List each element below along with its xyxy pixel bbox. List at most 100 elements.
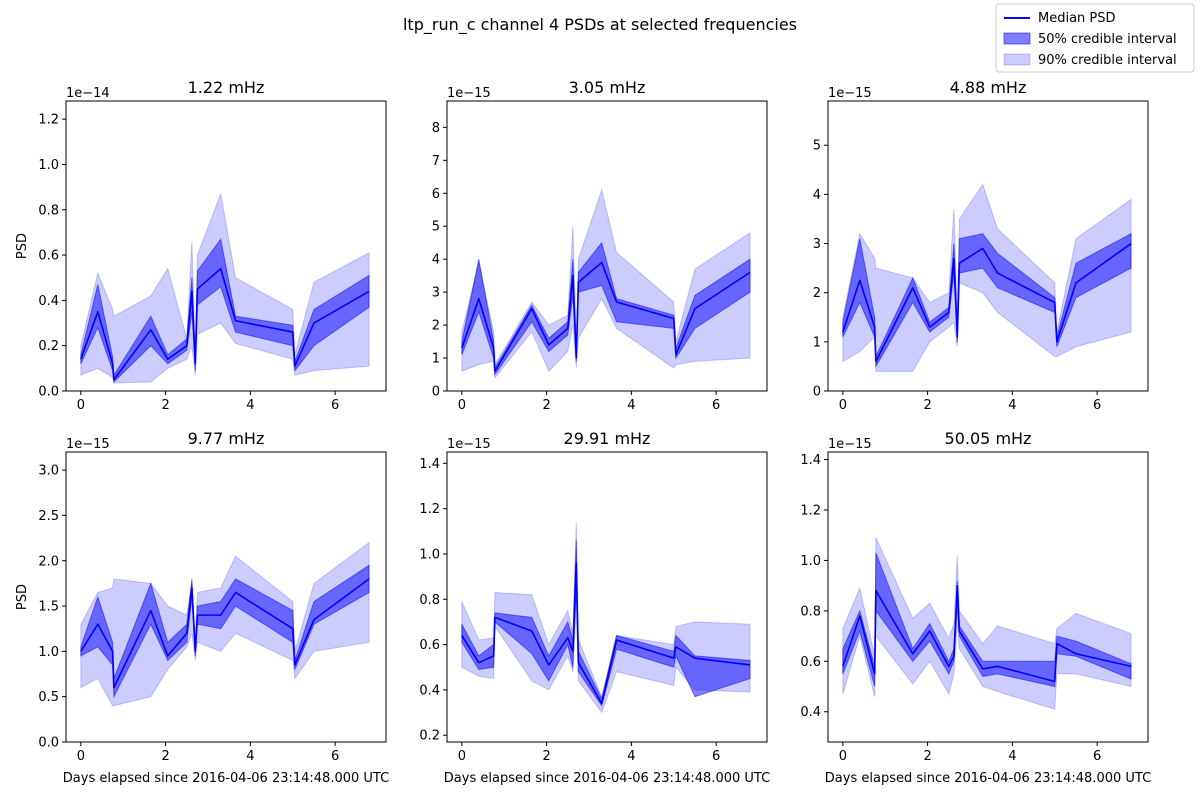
ci50-band [80, 564, 370, 699]
axis-offset-label: 1e−15 [828, 86, 872, 101]
x-tick-label: 2 [923, 749, 931, 764]
y-axis-label: PSD [15, 233, 30, 259]
y-tick-label: 0.6 [419, 638, 440, 653]
x-tick-label: 0 [839, 749, 847, 764]
panel-2: 0 2 4 6 0 1 2 3 4 5 6 7 8 3.05 mHz 1e−15 [432, 78, 768, 413]
x-tick-label: 2 [923, 398, 931, 413]
y-tick-label: 2.0 [38, 554, 59, 569]
y-tick-label: 7 [432, 154, 440, 169]
median-line [461, 562, 751, 705]
y-tick-label: 4 [432, 253, 440, 268]
x-tick-label: 2 [542, 749, 550, 764]
x-tick-label: 4 [246, 749, 254, 764]
y-tick-label: 1.5 [38, 600, 59, 615]
ci50-band [461, 540, 751, 707]
y-tick-label: 1.2 [419, 502, 440, 517]
y-tick-label: 2 [432, 319, 440, 334]
x-tick-label: 4 [627, 749, 635, 764]
panel-5: 0 2 4 6 0.2 0.4 0.6 0.8 1.0 1.2 1.4 29.91 mHz 1e−15 D… [419, 429, 770, 786]
x-tick-label: 4 [246, 398, 254, 413]
y-tick-label: 0.4 [38, 294, 59, 309]
axes-frame [827, 100, 1149, 392]
panel-title: 29.91 mHz [564, 429, 651, 448]
x-tick-label: 6 [712, 749, 720, 764]
x-tick-label: 0 [77, 749, 85, 764]
median-line [80, 578, 370, 689]
x-axis-label: Days elapsed since 2016-04-06 23:14:48.0… [63, 771, 389, 786]
x-tick-label: 0 [77, 398, 85, 413]
legend-ci50-label: 50% credible interval [1038, 32, 1177, 47]
y-tick-label: 2.5 [38, 509, 59, 524]
axes-frame [827, 451, 1149, 743]
y-tick-label: 1 [432, 352, 440, 367]
ci90-band [842, 183, 1132, 372]
x-tick-label: 6 [712, 398, 720, 413]
y-tick-label: 0.5 [38, 690, 59, 705]
y-tick-label: 5 [432, 220, 440, 235]
axes-frame [65, 451, 387, 743]
ci90-band [80, 541, 370, 707]
y-tick-label: 0.8 [419, 593, 440, 608]
x-tick-label: 0 [458, 398, 466, 413]
y-tick-label: 1.2 [800, 504, 821, 519]
y-tick-label: 0.8 [800, 604, 821, 619]
x-axis-label: Days elapsed since 2016-04-06 23:14:48.0… [444, 771, 770, 786]
x-tick-label: 0 [839, 398, 847, 413]
y-tick-label: 1 [813, 335, 821, 350]
median-line [461, 261, 751, 373]
panel-title: 3.05 mHz [569, 78, 646, 97]
y-tick-label: 3 [813, 237, 821, 252]
x-axis-label: Days elapsed since 2016-04-06 23:14:48.0… [825, 771, 1151, 786]
panel-title: 50.05 mHz [945, 429, 1032, 448]
y-tick-label: 0.6 [38, 249, 59, 264]
y-tick-label: 0.8 [38, 203, 59, 218]
y-tick-label: 1.0 [38, 158, 59, 173]
x-tick-label: 4 [1008, 749, 1016, 764]
panel-1: 0 2 4 6 0.0 0.2 0.4 0.6 0.8 1.0 1.2 1.22 mHz 1e−14 PS… [15, 78, 387, 413]
y-tick-label: 1.4 [800, 453, 821, 468]
x-tick-label: 6 [331, 398, 339, 413]
panel-4: 0 2 4 6 0.0 0.5 1.0 1.5 2.0 2.5 3.0 9.77 mHz 1e−15 Da… [15, 429, 389, 786]
median-line [842, 584, 1132, 683]
y-tick-label: 0.0 [38, 385, 59, 400]
legend-ci50-swatch [1003, 32, 1031, 45]
y-tick-label: 1.0 [38, 645, 59, 660]
y-tick-label: 0.0 [38, 736, 59, 751]
x-tick-label: 2 [542, 398, 550, 413]
x-tick-label: 2 [161, 749, 169, 764]
y-tick-label: 0.2 [38, 339, 59, 354]
y-tick-label: 6 [432, 187, 440, 202]
figure-title: ltp_run_c channel 4 PSDs at selected fre… [403, 15, 797, 35]
axes-frame [446, 100, 768, 392]
x-tick-label: 2 [161, 398, 169, 413]
y-tick-label: 5 [813, 139, 821, 154]
y-tick-label: 1.4 [419, 457, 440, 472]
legend-frame [995, 3, 1195, 73]
y-tick-label: 0 [432, 385, 440, 400]
axis-offset-label: 1e−14 [66, 86, 110, 101]
y-axis-label: PSD [15, 584, 30, 610]
axes-frame [65, 100, 387, 392]
panel-title: 9.77 mHz [188, 429, 265, 448]
ci50-band [461, 241, 751, 376]
y-tick-label: 2 [813, 286, 821, 301]
axes-frame [446, 451, 768, 743]
axis-offset-label: 1e−15 [447, 86, 491, 101]
x-tick-label: 0 [458, 749, 466, 764]
y-tick-label: 0 [813, 385, 821, 400]
y-tick-label: 8 [432, 121, 440, 136]
median-line [842, 242, 1132, 363]
ci90-band [461, 522, 751, 714]
y-tick-label: 0.4 [419, 683, 440, 698]
panel-3: 0 2 4 6 0 1 2 3 4 5 4.88 mHz 1e−15 [813, 78, 1149, 413]
x-tick-label: 4 [627, 398, 635, 413]
legend: Median PSD 50% credible interval 90% cre… [995, 3, 1195, 73]
ci50-band [842, 552, 1132, 688]
panel-title: 4.88 mHz [950, 78, 1027, 97]
y-tick-label: 1.0 [800, 554, 821, 569]
y-tick-label: 0.2 [419, 729, 440, 744]
y-tick-label: 1.2 [38, 113, 59, 128]
y-tick-label: 0.4 [800, 705, 821, 720]
x-tick-label: 6 [1093, 749, 1101, 764]
x-tick-label: 4 [1008, 398, 1016, 413]
